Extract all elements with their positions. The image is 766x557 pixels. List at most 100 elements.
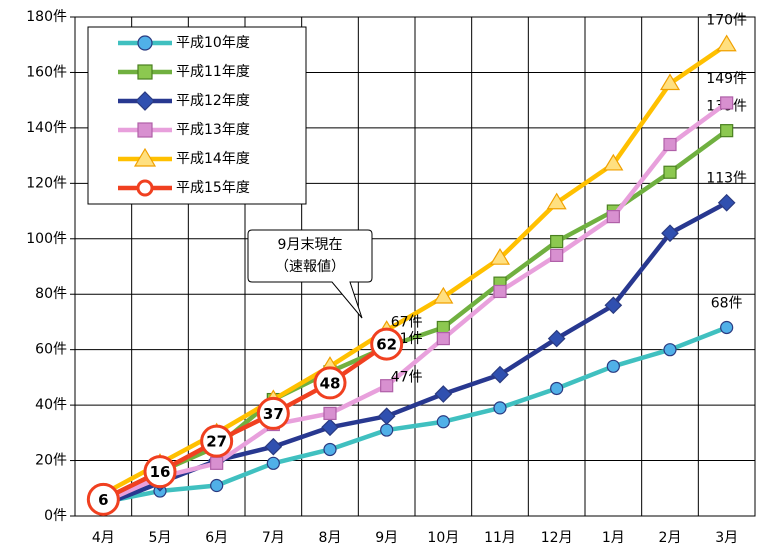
legend-label: 平成14年度 xyxy=(176,151,250,167)
legend-label: 平成10年度 xyxy=(176,35,250,51)
marker xyxy=(550,381,564,396)
x-tick-label: 1月 xyxy=(602,530,625,546)
data-label: 67件 xyxy=(391,314,423,330)
marker xyxy=(380,423,394,437)
marker xyxy=(256,396,290,430)
x-tick-label: 11月 xyxy=(484,530,516,546)
marker xyxy=(720,320,734,335)
marker xyxy=(720,96,734,110)
marker xyxy=(489,248,511,265)
line xyxy=(102,101,728,505)
marker xyxy=(137,64,153,80)
series: 6 16 27 37 48 62 xyxy=(86,327,404,516)
callout xyxy=(247,229,373,319)
plot: 68件61件139件113件47件149件67件170件61627374862 xyxy=(86,13,747,516)
marker xyxy=(493,284,507,299)
data-label: 16 xyxy=(150,463,171,481)
marker xyxy=(323,442,337,457)
x-tick-label: 4月 xyxy=(92,530,115,546)
x-tick-label: 12月 xyxy=(541,530,573,546)
marker xyxy=(606,359,620,373)
y-tick-label: 140件 xyxy=(26,120,67,136)
y-tick-label: 120件 xyxy=(26,175,67,191)
marker xyxy=(133,147,157,167)
y-tick-label: 160件 xyxy=(26,64,67,80)
marker xyxy=(313,366,347,400)
marker xyxy=(264,437,283,456)
marker xyxy=(86,482,120,516)
data-label: 48 xyxy=(320,374,341,392)
x-tick-label: 5月 xyxy=(149,530,172,546)
y-tick-label: 100件 xyxy=(26,231,67,247)
plot-border xyxy=(74,16,756,517)
marker xyxy=(717,193,736,212)
y-tick-label: 180件 xyxy=(26,9,67,25)
marker xyxy=(321,418,339,437)
marker xyxy=(137,35,153,51)
y-tick-label: 60件 xyxy=(35,342,67,358)
marker xyxy=(661,224,679,243)
marker xyxy=(434,385,453,403)
marker xyxy=(606,210,620,224)
y-tick-label: 40件 xyxy=(35,397,67,413)
marker xyxy=(663,343,677,357)
marker xyxy=(210,456,224,470)
marker xyxy=(663,137,677,152)
marker xyxy=(323,406,337,421)
marker xyxy=(493,401,507,415)
marker xyxy=(603,153,624,171)
x-tick-label: 9月 xyxy=(375,530,398,546)
data-label: 149件 xyxy=(706,71,747,87)
data-label: 113件 xyxy=(706,171,747,187)
data-label: 170件 xyxy=(706,13,747,29)
legend-box xyxy=(87,26,307,205)
marker xyxy=(137,122,153,138)
marker xyxy=(604,296,623,315)
x-tick-label: 8月 xyxy=(319,530,342,546)
data-label: 37 xyxy=(263,405,284,423)
x-tick-label: 2月 xyxy=(659,530,682,546)
legend-label: 平成13年度 xyxy=(176,122,250,138)
marker xyxy=(143,455,177,489)
x-tick-label: 6月 xyxy=(205,530,228,546)
legend-label: 平成12年度 xyxy=(176,93,250,109)
line xyxy=(102,325,728,505)
marker xyxy=(547,329,566,348)
annotation-text: （速報値） xyxy=(275,259,345,275)
x-tick-label: 10月 xyxy=(427,530,459,546)
data-label: 62 xyxy=(376,336,397,354)
marker xyxy=(200,424,234,458)
x-tick-label: 7月 xyxy=(262,530,285,546)
marker xyxy=(377,407,396,426)
data-label: 47件 xyxy=(391,370,423,386)
y-tick-label: 20件 xyxy=(35,453,67,469)
annotation-text: 9月末現在 xyxy=(278,237,343,253)
marker xyxy=(436,415,450,429)
marker xyxy=(135,91,155,111)
marker xyxy=(436,320,450,335)
data-label: 68件 xyxy=(711,295,743,311)
y-tick-label: 0件 xyxy=(44,508,67,524)
marker xyxy=(266,456,280,470)
marker xyxy=(550,234,564,249)
data-label: 27 xyxy=(206,433,227,451)
data-label: 6 xyxy=(98,491,108,509)
x-tick-label: 3月 xyxy=(715,530,738,546)
marker xyxy=(136,179,154,197)
marker xyxy=(663,165,677,179)
marker xyxy=(491,365,509,384)
marker xyxy=(433,286,454,304)
marker xyxy=(370,327,404,361)
legend-label: 平成15年度 xyxy=(176,180,250,196)
marker xyxy=(436,331,450,346)
marker xyxy=(716,34,737,52)
marker xyxy=(550,248,564,263)
y-tick-label: 80件 xyxy=(35,286,67,302)
annotation: 9月末現在 （速報値） xyxy=(247,229,373,319)
marker xyxy=(380,379,394,393)
marker xyxy=(546,192,567,210)
marker xyxy=(210,478,224,493)
marker xyxy=(659,73,681,91)
